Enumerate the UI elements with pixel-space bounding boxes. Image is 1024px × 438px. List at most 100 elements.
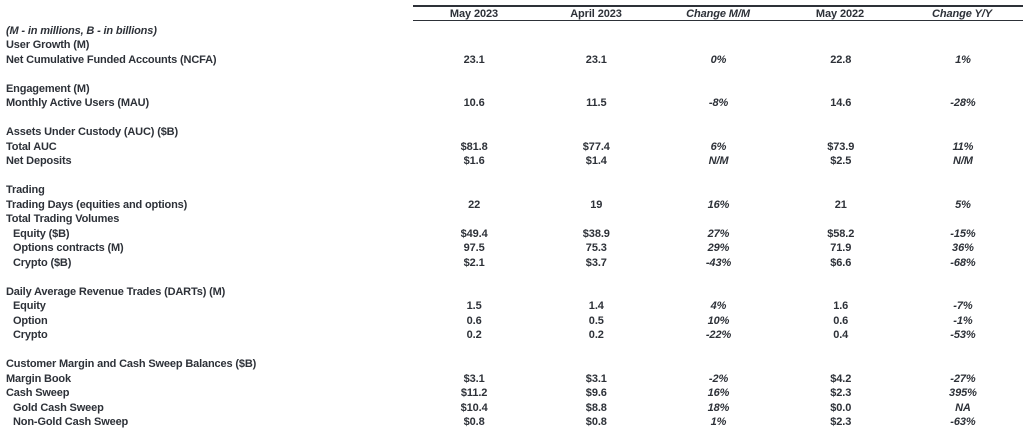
table-row: Equity 1.5 1.4 4% 1.6 -7%: [0, 299, 1024, 314]
metric-label: Cash Sweep: [6, 387, 70, 400]
table-row: Option 0.6 0.5 10% 0.6 -1%: [0, 314, 1024, 329]
table-row: Crypto 0.2 0.2 -22% 0.4 -53%: [0, 328, 1024, 343]
spacer-row: [0, 343, 1024, 358]
metric-value: 5%: [955, 198, 971, 211]
table-body: (M - in millions, B - in billions) User G…: [0, 24, 1024, 430]
metric-value: 0%: [710, 53, 727, 66]
metric-value: 6%: [710, 140, 727, 153]
metric-value: 29%: [707, 242, 730, 255]
spacer-row: [0, 169, 1024, 184]
metric-value: 0.2: [466, 329, 482, 342]
metric-value: 1.6: [833, 300, 849, 313]
column-header: May 2022: [815, 7, 865, 20]
metric-value: $73.9: [827, 140, 855, 153]
metric-value: 22.8: [830, 53, 852, 66]
metric-value: -15%: [950, 227, 976, 240]
metric-value: -43%: [705, 256, 732, 269]
metric-value: 16%: [707, 198, 730, 211]
section-row: Customer Margin and Cash Sweep Balances …: [0, 357, 1024, 372]
metric-value: 1.5: [466, 300, 482, 313]
metric-value: $10.4: [460, 401, 488, 414]
metric-value: 36%: [952, 242, 974, 255]
table-header-row: May 2023 April 2023 Change M/M May 2022 Chan…: [413, 5, 1023, 21]
metric-value: $2.5: [830, 155, 852, 168]
metric-value: 1%: [710, 416, 727, 429]
metric-value: $3.1: [585, 372, 607, 385]
metric-value: N/M: [952, 155, 973, 168]
metric-value: 1.4: [588, 300, 604, 313]
metric-value: 0.5: [588, 314, 604, 327]
metric-value: $2.3: [830, 387, 852, 400]
table-row: Net Cumulative Funded Accounts (NCFA) 23.…: [0, 53, 1024, 68]
column-header: May 2023: [449, 7, 499, 20]
metric-value: 0.4: [833, 329, 849, 342]
table-row: Equity ($B) $49.4 $38.9 27% $58.2 -15%: [0, 227, 1024, 242]
metric-value: $1.4: [585, 155, 607, 168]
metric-value: 21: [834, 198, 847, 211]
metric-value: $11.2: [460, 387, 488, 400]
metric-value: 395%: [949, 387, 977, 400]
metric-value: $3.1: [463, 372, 485, 385]
metric-value: 16%: [707, 387, 730, 400]
section-label: Engagement (M): [6, 82, 90, 95]
section-row: User Growth (M): [0, 38, 1024, 53]
metric-label: Gold Cash Sweep: [13, 401, 104, 414]
table-row: Cash Sweep $11.2 $9.6 16% $2.3 395%: [0, 386, 1024, 401]
metric-value: $58.2: [827, 227, 855, 240]
table-row: Margin Book $3.1 $3.1 -2% $4.2 -27%: [0, 372, 1024, 387]
metric-value: $81.8: [460, 140, 488, 153]
metric-value: $9.6: [585, 387, 607, 400]
table-row: Trading Days (equities and options) 22 19 1…: [0, 198, 1024, 213]
metric-label: Trading Days (equities and options): [6, 198, 188, 211]
metric-value: 71.9: [830, 242, 852, 255]
metric-value: $3.7: [585, 256, 607, 269]
metric-value: -2%: [708, 372, 729, 385]
metric-value: 14.6: [830, 97, 852, 110]
table-row: Gold Cash Sweep $10.4 $8.8 18% $0.0 NA: [0, 401, 1024, 416]
section-row: Assets Under Custody (AUC) ($B): [0, 125, 1024, 140]
section-label: Total Trading Volumes: [6, 213, 120, 226]
section-row: Engagement (M): [0, 82, 1024, 97]
metric-value: $4.2: [830, 372, 852, 385]
metric-label: Crypto: [13, 329, 48, 342]
metric-value: 19: [590, 198, 603, 211]
metric-value: $1.6: [463, 155, 485, 168]
metric-label: Net Cumulative Funded Accounts (NCFA): [6, 53, 217, 66]
metric-value: 11.5: [586, 97, 607, 110]
metric-value: 27%: [707, 227, 730, 240]
metric-value: $0.8: [585, 416, 607, 429]
metric-value: 0.2: [588, 329, 604, 342]
metric-value: 0.6: [466, 314, 482, 327]
section-label: Assets Under Custody (AUC) ($B): [6, 126, 178, 139]
metric-value: $0.0: [830, 401, 852, 414]
metric-value: 23.1: [463, 53, 485, 66]
metric-value: 4%: [710, 300, 727, 313]
section-label: Customer Margin and Cash Sweep Balances …: [6, 358, 257, 371]
table-row: Crypto ($B) $2.1 $3.7 -43% $6.6 -68%: [0, 256, 1024, 271]
metric-value: NA: [955, 401, 971, 414]
metric-label: Non-Gold Cash Sweep: [13, 416, 129, 429]
metric-value: 97.5: [463, 242, 485, 255]
column-header: Change M/M: [686, 7, 750, 20]
metric-label: Crypto ($B): [13, 256, 72, 269]
metric-value: 10.6: [463, 97, 485, 110]
metric-value: 22: [468, 198, 481, 211]
metric-value: 1%: [955, 53, 971, 66]
spacer-row: [0, 67, 1024, 82]
table-row: Options contracts (M) 97.5 75.3 29% 71.9 36%: [0, 241, 1024, 256]
metric-label: Options contracts (M): [13, 242, 124, 255]
column-header: April 2023: [570, 7, 622, 20]
metric-value: 23.1: [585, 53, 607, 66]
metric-value: N/M: [708, 155, 729, 168]
metric-value: -27%: [950, 372, 976, 385]
table-row: Monthly Active Users (MAU) 10.6 11.5 -8% 14.…: [0, 96, 1024, 111]
table-row: Net Deposits $1.6 $1.4 N/M $2.5 N/M: [0, 154, 1024, 169]
spacer-row: [0, 111, 1024, 126]
metric-value: 0.6: [833, 314, 849, 327]
metric-value: $77.4: [582, 140, 610, 153]
metric-value: 75.3: [585, 242, 607, 255]
metric-value: $2.3: [830, 416, 852, 429]
metric-value: $2.1: [463, 256, 485, 269]
units-note: (M - in millions, B - in billions): [6, 24, 157, 37]
metric-label: Monthly Active Users (MAU): [6, 97, 149, 110]
